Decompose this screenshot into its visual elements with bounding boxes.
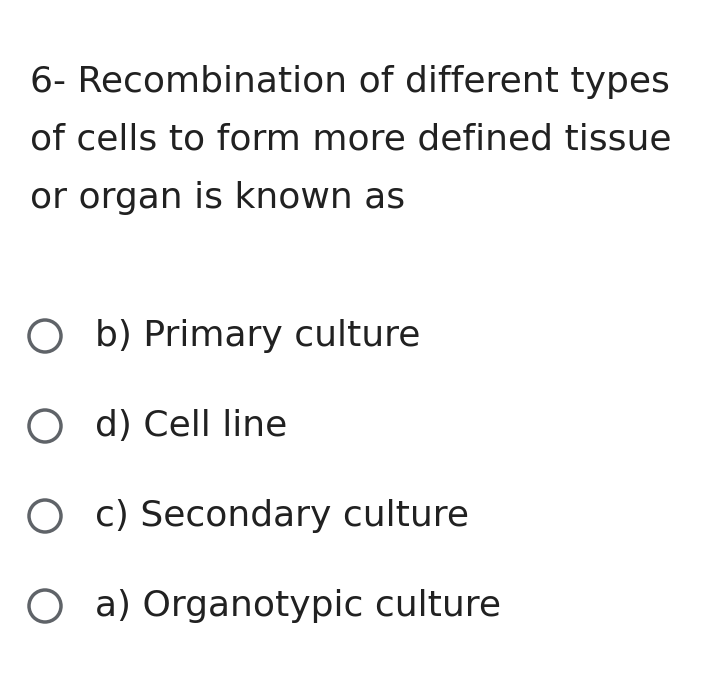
Text: d) Cell line: d) Cell line	[95, 409, 287, 443]
Text: or organ is known as: or organ is known as	[30, 181, 405, 215]
Text: of cells to form more defined tissue: of cells to form more defined tissue	[30, 123, 672, 157]
Text: a) Organotypic culture: a) Organotypic culture	[95, 589, 501, 623]
Text: b) Primary culture: b) Primary culture	[95, 319, 420, 353]
Text: 6- Recombination of different types: 6- Recombination of different types	[30, 65, 670, 99]
Text: c) Secondary culture: c) Secondary culture	[95, 499, 469, 533]
